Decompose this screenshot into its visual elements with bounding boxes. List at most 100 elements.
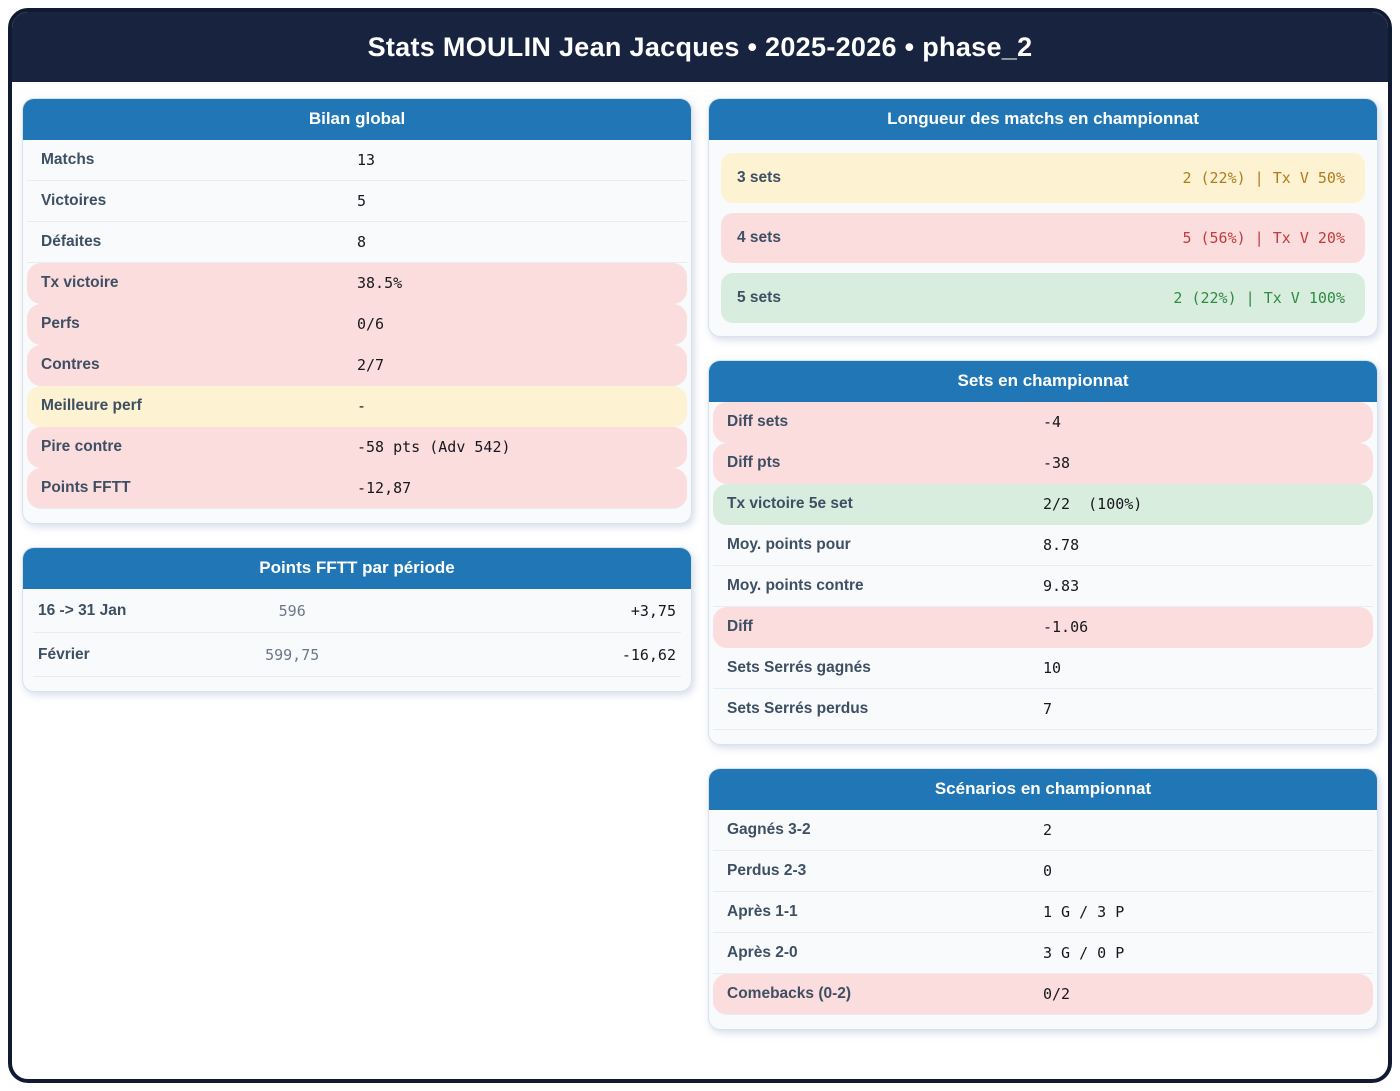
stat-value: 10 — [1043, 659, 1062, 677]
stat-row: Après 2-0 3 G / 0 P — [713, 933, 1373, 974]
card-title-longueur-matchs: Longueur des matchs en championnat — [709, 99, 1377, 140]
longueur-matchs-list: 3 sets 2 (22%) | Tx V 50% 4 sets 5 (56%) | … — [709, 140, 1377, 336]
right-column: Longueur des matchs en championnat 3 set… — [708, 98, 1378, 1030]
stat-row: Matchs 13 — [27, 140, 687, 181]
stat-row: Moy. points pour 8.78 — [713, 525, 1373, 566]
stat-row: Après 1-1 1 G / 3 P — [713, 892, 1373, 933]
stat-row: Diff pts -38 — [713, 443, 1373, 484]
stat-row: Pire contre -58 pts (Adv 542) — [27, 427, 687, 468]
card-title-scenarios-championnat: Scénarios en championnat — [709, 769, 1377, 810]
stat-row: Moy. points contre 9.83 — [713, 566, 1373, 607]
stat-row: Défaites 8 — [27, 222, 687, 263]
stat-value: 5 — [357, 192, 367, 210]
stat-value: 0 — [1043, 862, 1053, 880]
stat-row: Diff sets -4 — [713, 402, 1373, 443]
dashboard-content: Bilan global Matchs 13 Victoires 5 Défaites 8… — [12, 82, 1388, 1040]
stat-value: - — [357, 397, 367, 415]
stat-row: Contres 2/7 — [27, 345, 687, 386]
stat-row: Perfs 0/6 — [27, 304, 687, 345]
scenarios-championnat-table: Gagnés 3-2 2 Perdus 2-3 0 Après 1-1 1 G / 3 P… — [709, 810, 1377, 1029]
period-label: 16 -> 31 Jan — [38, 601, 127, 619]
stat-value: 2/2 (100%) — [1043, 495, 1143, 513]
stat-value: -4 — [1043, 413, 1062, 431]
stat-row: Victoires 5 — [27, 181, 687, 222]
app-frame: Stats MOULIN Jean Jacques • 2025-2026 • … — [8, 8, 1392, 1083]
card-scenarios-championnat: Scénarios en championnat Gagnés 3-2 2 Perd… — [708, 768, 1378, 1030]
page-title: Stats MOULIN Jean Jacques • 2025-2026 • … — [367, 31, 1033, 62]
card-sets-championnat: Sets en championnat Diff sets -4 Diff pts -… — [708, 360, 1378, 745]
stat-row: Diff -1.06 — [713, 607, 1373, 648]
stat-label: 3 sets — [737, 169, 781, 186]
stat-value: 2 — [1043, 821, 1053, 839]
stat-label: Perfs — [41, 315, 80, 332]
stat-label: Diff — [727, 618, 753, 635]
stat-row: Sets Serrés perdus 7 — [713, 689, 1373, 730]
stat-value: 5 (56%) | Tx V 20% — [1182, 229, 1345, 247]
stat-label: 4 sets — [737, 229, 781, 246]
points-fftt-periode-table: 16 -> 31 Jan 596 +3,75 Février 599,75 -16,62 — [23, 589, 691, 691]
stat-label: Perdus 2-3 — [727, 862, 807, 879]
card-title-points-fftt-periode: Points FFTT par période — [23, 548, 691, 589]
card-title-sets-championnat: Sets en championnat — [709, 361, 1377, 402]
card-longueur-matchs: Longueur des matchs en championnat 3 set… — [708, 98, 1378, 337]
match-length-row: 4 sets 5 (56%) | Tx V 20% — [721, 213, 1365, 263]
stat-value: -1.06 — [1043, 618, 1089, 636]
stat-label: Tx victoire — [41, 274, 119, 291]
period-delta-value: +3,75 — [630, 601, 676, 620]
stat-row: Points FFTT -12,87 — [27, 468, 687, 509]
stat-value: -38 — [1043, 454, 1071, 472]
stat-value: 7 — [1043, 700, 1053, 718]
page-header: Stats MOULIN Jean Jacques • 2025-2026 • … — [12, 12, 1388, 82]
stat-label: Victoires — [41, 192, 107, 209]
stat-label: Points FFTT — [41, 479, 131, 496]
stat-label: 5 sets — [737, 289, 781, 306]
period-points-value: 596 — [278, 601, 306, 620]
stat-value: 38.5% — [357, 274, 403, 292]
stat-row: Tx victoire 38.5% — [27, 263, 687, 304]
stat-row: Gagnés 3-2 2 — [713, 810, 1373, 851]
stat-label: Comebacks (0-2) — [727, 985, 852, 1002]
stat-value: -12,87 — [357, 479, 412, 497]
card-points-fftt-periode: Points FFTT par période 16 -> 31 Jan 596 +… — [22, 547, 692, 692]
stat-value: 0/6 — [357, 315, 385, 333]
stat-label: Gagnés 3-2 — [727, 821, 811, 838]
sets-championnat-table: Diff sets -4 Diff pts -38 Tx victoire 5e set… — [709, 402, 1377, 744]
stat-label: Diff pts — [727, 454, 781, 471]
match-length-row: 3 sets 2 (22%) | Tx V 50% — [721, 153, 1365, 203]
stat-label: Après 2-0 — [727, 944, 798, 961]
stat-label: Diff sets — [727, 413, 789, 430]
stat-value: 2 (22%) | Tx V 100% — [1173, 289, 1345, 307]
bilan-global-table: Matchs 13 Victoires 5 Défaites 8 Tx victoire 38… — [23, 140, 691, 523]
stat-label: Matchs — [41, 151, 95, 168]
stat-row: Meilleure perf - — [27, 386, 687, 427]
stat-label: Contres — [41, 356, 100, 373]
stat-label: Meilleure perf — [41, 397, 142, 414]
card-title-bilan-global: Bilan global — [23, 99, 691, 140]
stat-value: 2 (22%) | Tx V 50% — [1182, 169, 1345, 187]
stat-label: Défaites — [41, 233, 102, 250]
stat-value: 0/2 — [1043, 985, 1071, 1003]
stat-label: Sets Serrés gagnés — [727, 659, 871, 676]
stat-value: 1 G / 3 P — [1043, 903, 1125, 921]
card-bilan-global: Bilan global Matchs 13 Victoires 5 Défaites 8… — [22, 98, 692, 524]
period-row: Février 599,75 -16,62 — [33, 633, 681, 677]
left-column: Bilan global Matchs 13 Victoires 5 Défaites 8… — [22, 98, 692, 692]
stat-value: 13 — [357, 151, 376, 169]
stat-label: Moy. points pour — [727, 536, 851, 553]
period-row: 16 -> 31 Jan 596 +3,75 — [33, 589, 681, 633]
match-length-row: 5 sets 2 (22%) | Tx V 100% — [721, 273, 1365, 323]
stat-row: Tx victoire 5e set 2/2 (100%) — [713, 484, 1373, 525]
stat-value: 9.83 — [1043, 577, 1080, 595]
period-label: Février — [38, 645, 90, 663]
stat-label: Après 1-1 — [727, 903, 798, 920]
stat-label: Sets Serrés perdus — [727, 700, 869, 717]
stat-value: 8 — [357, 233, 367, 251]
stat-value: 8.78 — [1043, 536, 1080, 554]
stat-label: Tx victoire 5e set — [727, 495, 853, 512]
stat-value: 3 G / 0 P — [1043, 944, 1125, 962]
stat-label: Moy. points contre — [727, 577, 864, 594]
period-points-value: 599,75 — [265, 645, 320, 664]
period-delta-value: -16,62 — [621, 645, 676, 664]
stat-value: 2/7 — [357, 356, 385, 374]
stat-row: Perdus 2-3 0 — [713, 851, 1373, 892]
